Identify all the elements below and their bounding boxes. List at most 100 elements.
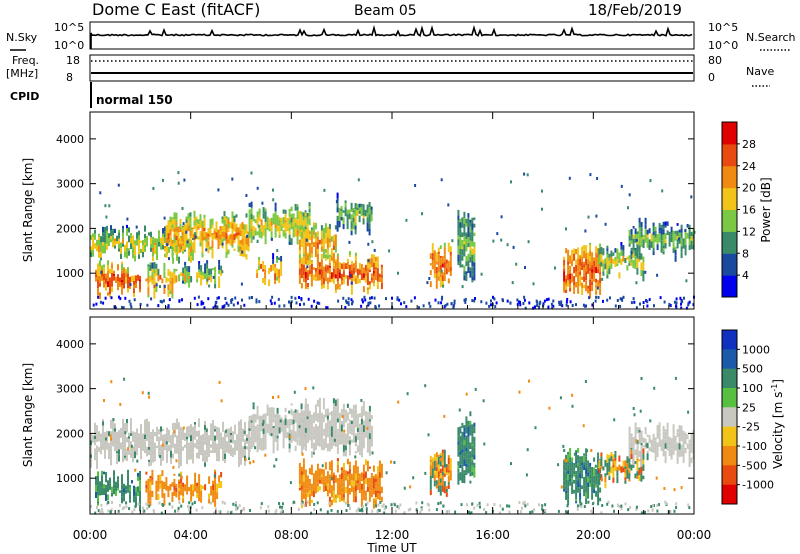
- echo-region: [457, 411, 476, 485]
- station-title: Dome C East (fitACF): [92, 0, 260, 19]
- xtick-label: 00:00: [677, 528, 712, 542]
- echo-region: [563, 242, 602, 299]
- colorbar-segment: [722, 330, 737, 350]
- echo-region: [95, 260, 141, 300]
- power-plot-frame: [89, 111, 695, 310]
- freq-panel: Freq. [MHz] 18 8 80 0 Nave: [6, 54, 774, 87]
- colorbar-tick-label: 24: [742, 160, 756, 173]
- colorbar-tick-label: 25: [742, 401, 756, 414]
- echo-region: [178, 259, 223, 289]
- power-echoes: [90, 171, 696, 310]
- xtick-label: 20:00: [576, 528, 611, 542]
- echo-region: [298, 251, 383, 295]
- nsky-label: N.Sky: [6, 31, 38, 44]
- echo-region: [178, 469, 223, 507]
- ytick-label: 1000: [56, 267, 84, 280]
- nsearch-tick-high: 10^5: [708, 21, 738, 34]
- echo-region: [90, 224, 194, 264]
- colorbar-tick-label: 16: [742, 204, 756, 217]
- scatter-speckles: [90, 376, 691, 515]
- freq-tick-low: 8: [66, 71, 73, 84]
- echo-region: [298, 458, 383, 509]
- colorbar-tick-label: 20: [742, 182, 756, 195]
- xtick-label: 12:00: [375, 528, 410, 542]
- colorbar-tick-label: 12: [742, 225, 756, 238]
- echo-region: [256, 253, 283, 287]
- colorbar-segment: [722, 407, 737, 428]
- echo-region: [145, 469, 178, 506]
- velocity-colorbar: 1000 500 100 25 -25 -100 -500 -1000: [721, 329, 774, 505]
- colorbar-tick-label: 500: [742, 363, 763, 376]
- velocity-panel: 1000 2000 3000 4000 Slant Range [km] 1000 50…: [21, 316, 785, 515]
- colorbar-segment: [722, 446, 737, 466]
- freq-tick-high: 18: [66, 54, 80, 67]
- colorbar-frame: [721, 329, 738, 505]
- echo-region: [429, 449, 452, 497]
- ytick-label: 3000: [56, 178, 84, 191]
- echo-region: [95, 469, 141, 512]
- colorbar-segment: [722, 368, 737, 389]
- nave-tick-high: 80: [708, 54, 722, 67]
- colorbar-tick-label: 100: [742, 382, 763, 395]
- colorbar-segment: [722, 187, 737, 210]
- colorbar-tick-label: 4: [742, 269, 749, 282]
- date-title: 18/Feb/2019: [588, 1, 682, 19]
- echo-region: [336, 192, 373, 236]
- colorbar-segment: [722, 122, 737, 145]
- echo-region: [145, 262, 178, 299]
- colorbar-segment: [722, 275, 737, 298]
- colorbar-tick-label: -1000: [742, 479, 774, 492]
- nsky-tick-high: 10^5: [54, 21, 84, 34]
- velocity-unit-superscript: -1: [770, 384, 779, 392]
- echo-region: [563, 447, 602, 506]
- echo-region: [90, 418, 250, 469]
- xtick-label: 08:00: [274, 528, 309, 542]
- echo-region: [457, 209, 476, 283]
- nsky-frame: [89, 21, 695, 50]
- power-panel: 1000 2000 3000 4000 Slant Range [km] 4 8 12 16…: [21, 111, 773, 310]
- colorbar-tick-label: 28: [742, 138, 756, 151]
- echo-region: [298, 397, 373, 458]
- nsearch-label: N.Search: [746, 31, 796, 44]
- colorbar-tick-label: 1000: [742, 343, 770, 356]
- velocity-colorbar-label: Velocity [m s-1]: [770, 379, 785, 469]
- xtick-label: 16:00: [475, 528, 510, 542]
- colorbar-segment: [722, 231, 737, 254]
- beam-title: Beam 05: [354, 3, 417, 19]
- ytick-label: 2000: [56, 427, 84, 440]
- nsky-tick-low: 10^0: [54, 39, 84, 52]
- ytick-label: 2000: [56, 222, 84, 235]
- colorbar-segment: [722, 143, 737, 167]
- nsky-trace: [90, 24, 693, 49]
- freq-label-2: [MHz]: [6, 67, 38, 80]
- time-axis-label: Time UT: [366, 541, 417, 554]
- time-axis: 00:00 04:00 08:00 12:00 16:00 20:00 00:00: [73, 112, 712, 542]
- velocity-ylabel: Slant Range [km]: [21, 363, 35, 467]
- nave-tick-low: 0: [708, 71, 715, 84]
- power-yticks: 1000 2000 3000 4000: [56, 133, 694, 280]
- colorbar-segment: [722, 426, 737, 447]
- cpid-value: normal 150: [96, 93, 173, 107]
- colorbar-segment: [722, 209, 737, 232]
- ytick-label: 1000: [56, 472, 84, 485]
- colorbar-segment: [722, 484, 737, 505]
- ytick-label: 3000: [56, 383, 84, 396]
- echo-region: [598, 447, 645, 489]
- cpid-row: CPID normal 150: [10, 82, 173, 108]
- power-colorbar: 4 8 12 16 20 24 28: [721, 121, 756, 298]
- echo-region: [628, 217, 695, 262]
- ytick-label: 4000: [56, 338, 84, 351]
- colorbar-segment: [722, 165, 737, 189]
- colorbar-tick-label: -25: [742, 421, 760, 434]
- echo-region: [165, 210, 250, 260]
- colorbar-tick-label: 8: [742, 247, 749, 260]
- power-ylabel: Slant Range [km]: [21, 158, 35, 262]
- xtick-label: 04:00: [173, 528, 208, 542]
- colorbar-segment: [722, 388, 737, 408]
- ytick-label: 4000: [56, 133, 84, 146]
- freq-frame: [89, 54, 695, 82]
- velocity-echoes: [90, 376, 695, 515]
- colorbar-segment: [722, 253, 737, 276]
- velocity-colorbar-label-text: Velocity [m s: [771, 392, 785, 469]
